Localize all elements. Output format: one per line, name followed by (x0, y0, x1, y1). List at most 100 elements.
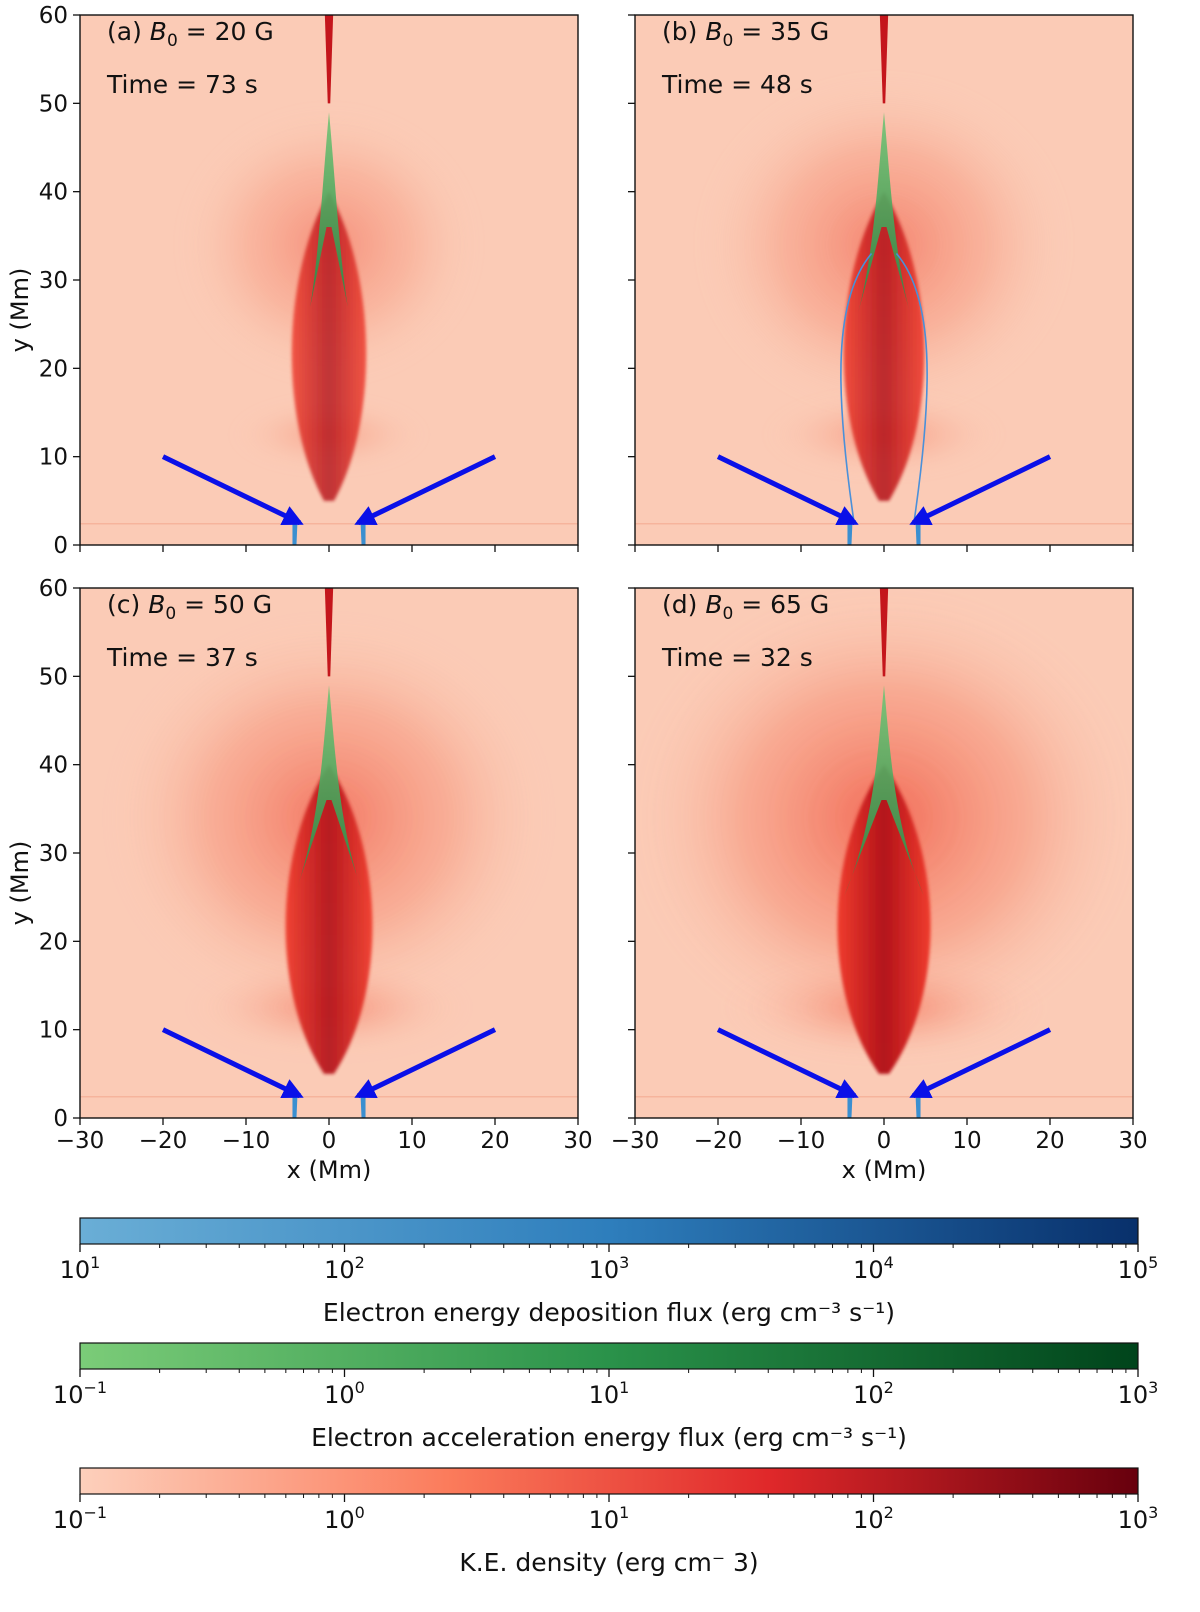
panel-title: (b) B0 = 35 G (662, 17, 829, 51)
colorbar-tick-label: 101 (60, 1253, 101, 1284)
colorbar-gradient (79, 1217, 1139, 1245)
arrow-right (354, 1027, 497, 1099)
panel-title: (a) B0 = 20 G (107, 17, 274, 51)
x-tick-label: 0 (322, 1128, 337, 1154)
x-tick-label: −30 (611, 1128, 660, 1154)
arrow-left (716, 1027, 859, 1099)
y-tick-label: 0 (53, 533, 68, 559)
ke-core (837, 764, 931, 1074)
colorbar-tick-label: 105 (1118, 1253, 1159, 1284)
ke-jet (324, 588, 334, 677)
y-tick-label: 40 (39, 180, 68, 206)
arrow-right (909, 454, 1052, 526)
y-tick-label: 60 (39, 3, 68, 29)
x-tick-label: 20 (1035, 1128, 1064, 1154)
colorbar-tick-label: 102 (853, 1378, 894, 1409)
x-tick-label: 0 (877, 1128, 892, 1154)
x-tick-label: 20 (480, 1128, 509, 1154)
loop-left (840, 252, 873, 524)
arrow-left (716, 454, 859, 526)
ke-jet (879, 588, 889, 677)
plot-area (80, 588, 578, 1118)
acceleration-sheet (844, 685, 924, 896)
colorbar-tick-label: 104 (853, 1253, 894, 1284)
footpoint-left (292, 522, 298, 545)
panel-c: −30 −20 −10 0 10 20 30 0 10 20 30 40 50 60 x (Mm) y (Mm… (6, 576, 593, 1184)
plot-area (80, 15, 578, 545)
x-tick-label: −10 (777, 1128, 826, 1154)
x-tick-label: 10 (397, 1128, 426, 1154)
x-tick-label: −30 (56, 1128, 105, 1154)
x-axis-label: x (Mm) (842, 1156, 927, 1184)
x-tick-label: 10 (952, 1128, 981, 1154)
colorbar-tick-label: 10−1 (53, 1503, 107, 1534)
colorbar-tick-label: 102 (324, 1253, 365, 1284)
footpoint-right (915, 522, 921, 545)
acceleration-sheet (310, 112, 348, 307)
panel-d: −30 −20 −10 0 10 20 30 x (Mm) (d) B0 = 65 G Time … (611, 587, 1148, 1184)
footpoint-left (847, 1095, 853, 1118)
panel-time: Time = 32 s (661, 643, 813, 672)
y-tick-label: 30 (39, 268, 68, 294)
colorbar-kinetic: 10−1 100 101 102 103 K.E. density (erg cm⁻ 3) (53, 1467, 1159, 1577)
loop-right (895, 252, 928, 524)
ke-core (843, 191, 925, 501)
colorbar-tick-label: 100 (324, 1378, 365, 1409)
x-tick-label: −20 (694, 1128, 743, 1154)
y-tick-label: 0 (53, 1106, 68, 1132)
footpoint-left (847, 522, 853, 545)
colorbar-label: Electron acceleration energy flux (erg c… (311, 1423, 907, 1452)
y-axis-label: y (Mm) (6, 841, 34, 926)
arrow-left (161, 1027, 304, 1099)
panel-title: (c) B0 = 50 G (107, 590, 272, 624)
colorbar-tick-label: 103 (1118, 1378, 1159, 1409)
y-tick-label: 60 (39, 576, 68, 602)
footpoint-left (292, 1095, 298, 1118)
colorbar-gradient (79, 1342, 1139, 1370)
colorbar-gradient (79, 1467, 1139, 1495)
plot-area (635, 15, 1133, 545)
colorbar-tick-label: 101 (589, 1378, 630, 1409)
ke-jet (324, 15, 334, 104)
panel-title: (d) B0 = 65 G (662, 590, 829, 624)
colorbar-label: Electron energy deposition flux (erg cm⁻… (323, 1298, 895, 1327)
panel-b: (b) B0 = 35 G Time = 48 s (628, 14, 1134, 552)
y-tick-label: 50 (39, 664, 68, 690)
ke-core (285, 764, 373, 1074)
footpoint-right (915, 1095, 921, 1118)
arrow-left (161, 454, 304, 526)
colorbar-tick-label: 103 (589, 1253, 630, 1284)
ke-core (291, 191, 367, 501)
y-tick-label: 20 (39, 356, 68, 382)
colorbar-tick-label: 101 (589, 1503, 630, 1534)
colorbar-tick-label: 102 (853, 1503, 894, 1534)
x-tick-label: 30 (563, 1128, 592, 1154)
colorbar-tick-label: 10−1 (53, 1378, 107, 1409)
colorbar-acceleration: 10−1 100 101 102 103 Electron acceleration en… (53, 1342, 1159, 1452)
panel-time: Time = 48 s (661, 70, 813, 99)
y-tick-label: 30 (39, 841, 68, 867)
footpoint-right (360, 1095, 366, 1118)
plot-area (635, 588, 1133, 1118)
y-tick-label: 10 (39, 1018, 68, 1044)
y-tick-label: 50 (39, 91, 68, 117)
y-axis-label: y (Mm) (6, 268, 34, 353)
arrow-right (909, 1027, 1052, 1099)
colorbar-deposition: 101 102 103 104 105 Electron energy depositio… (60, 1217, 1159, 1327)
acceleration-sheet (858, 112, 910, 313)
ke-jet (879, 15, 889, 104)
panel-time: Time = 37 s (106, 643, 258, 672)
y-tick-label: 20 (39, 929, 68, 955)
y-tick-label: 10 (39, 445, 68, 471)
colorbar-label: K.E. density (erg cm⁻ 3) (459, 1548, 758, 1577)
colorbar-tick-label: 100 (324, 1503, 365, 1534)
x-tick-label: 30 (1118, 1128, 1147, 1154)
x-tick-label: −20 (139, 1128, 188, 1154)
panel-time: Time = 73 s (106, 70, 258, 99)
x-tick-label: −10 (222, 1128, 271, 1154)
colorbar-tick-label: 103 (1118, 1503, 1159, 1534)
y-tick-label: 40 (39, 753, 68, 779)
footpoint-right (360, 522, 366, 545)
acceleration-sheet (296, 685, 362, 891)
